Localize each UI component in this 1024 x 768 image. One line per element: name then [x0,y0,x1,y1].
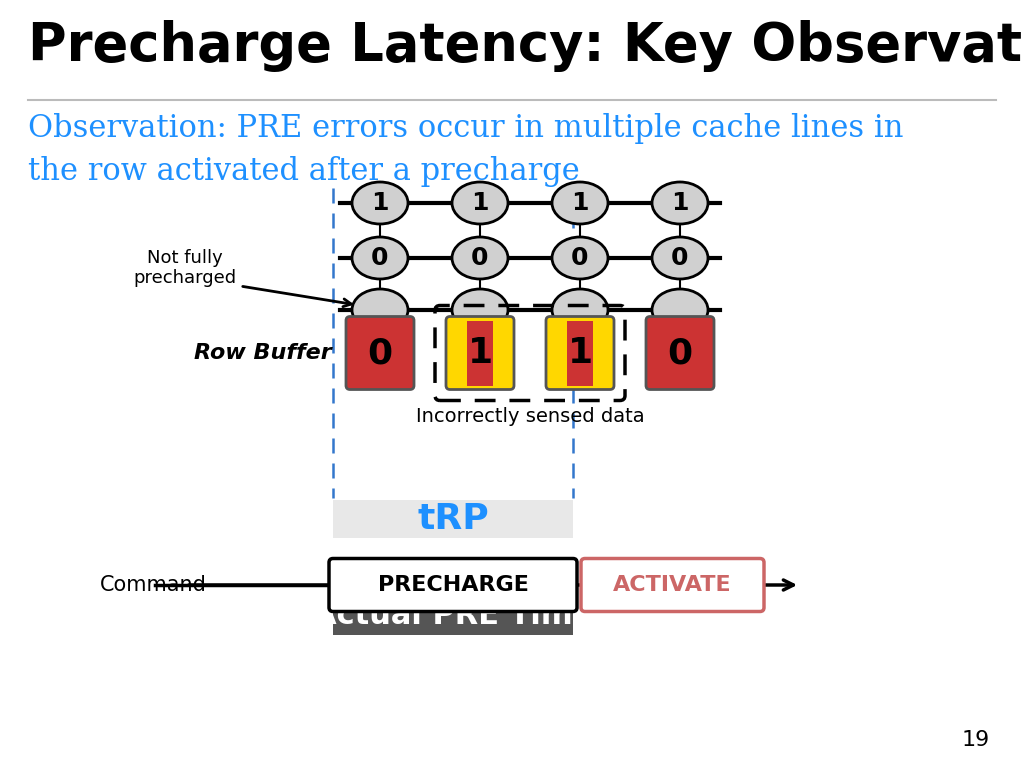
Text: Observation: PRE errors occur in multiple cache lines in
the row activated after: Observation: PRE errors occur in multipl… [28,113,903,187]
Text: 0: 0 [672,246,689,270]
Text: 19: 19 [962,730,990,750]
Text: 1: 1 [467,336,493,370]
Text: 0: 0 [571,246,589,270]
Text: 1: 1 [471,191,488,215]
Text: 1: 1 [372,191,389,215]
Text: PRECHARGE: PRECHARGE [378,575,528,595]
Text: Not fully
precharged: Not fully precharged [133,249,237,287]
FancyBboxPatch shape [329,558,577,611]
Ellipse shape [452,237,508,279]
Ellipse shape [552,182,608,224]
Ellipse shape [452,182,508,224]
Bar [567,320,593,386]
Text: 0: 0 [471,246,488,270]
Text: tRP: tRP [417,502,488,536]
FancyBboxPatch shape [646,316,714,389]
Text: 1: 1 [672,191,689,215]
Text: 1: 1 [571,191,589,215]
FancyBboxPatch shape [546,316,614,389]
Text: Command: Command [100,575,207,595]
FancyBboxPatch shape [346,316,414,389]
Text: 0: 0 [668,336,692,370]
Bar [467,320,493,386]
Ellipse shape [552,289,608,331]
FancyBboxPatch shape [446,316,514,389]
Ellipse shape [652,182,708,224]
Text: 0: 0 [372,246,389,270]
Ellipse shape [452,289,508,331]
Bar [333,597,573,635]
Bar [333,500,573,538]
Text: 1: 1 [567,336,593,370]
FancyBboxPatch shape [581,558,764,611]
Text: Actual PRE Time: Actual PRE Time [313,601,593,631]
Ellipse shape [352,237,408,279]
Text: Row Buffer: Row Buffer [195,343,332,363]
Ellipse shape [352,182,408,224]
Ellipse shape [652,289,708,331]
Text: ACTIVATE: ACTIVATE [613,575,732,595]
Text: Precharge Latency: Key Observation: Precharge Latency: Key Observation [28,20,1024,72]
Ellipse shape [652,237,708,279]
Text: Incorrectly sensed data: Incorrectly sensed data [416,408,644,426]
Ellipse shape [352,289,408,331]
Ellipse shape [552,237,608,279]
Text: 0: 0 [368,336,392,370]
